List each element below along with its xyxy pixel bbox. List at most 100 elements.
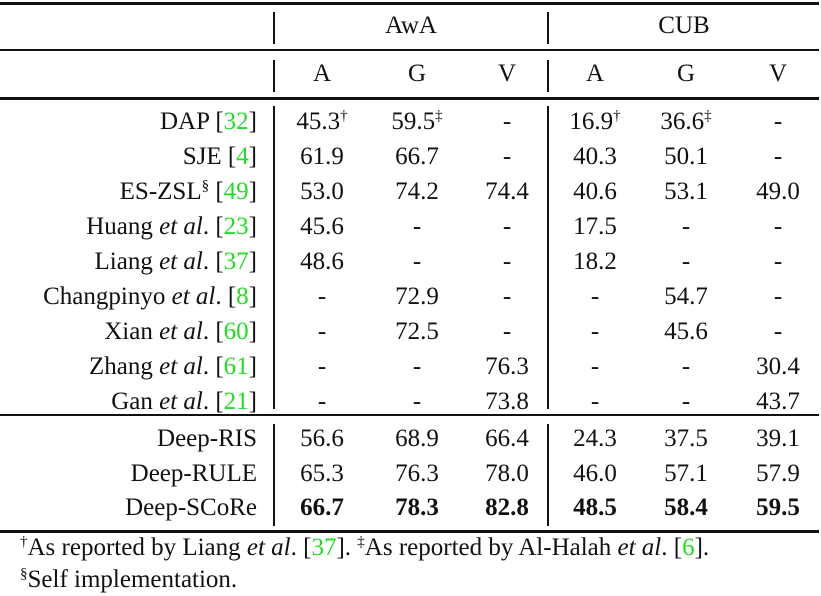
- footnote-text: As reported by Liang: [27, 534, 247, 561]
- value-cell: 48.6: [277, 248, 367, 276]
- value: -: [502, 318, 512, 345]
- citation-link[interactable]: 37: [311, 534, 337, 561]
- value-cell: 16.9†: [550, 108, 640, 136]
- footnote-text: ].: [336, 534, 358, 561]
- separator-dataset: [547, 60, 549, 92]
- section-mark: §: [20, 566, 28, 582]
- method-name: ES-ZSL§ [49]: [119, 178, 257, 205]
- value: 59.5: [391, 108, 436, 135]
- method-name: Changpinyo et al. [8]: [43, 283, 257, 310]
- footnote-text: As reported by Al-Halah: [364, 534, 618, 561]
- value-cell: 73.8: [462, 388, 552, 416]
- value-cell: 49.0: [733, 178, 821, 206]
- citation-link[interactable]: 4: [236, 143, 249, 170]
- value: 48.6: [300, 248, 344, 275]
- top-rule: [0, 2, 819, 5]
- value-cell: 65.3: [277, 460, 367, 488]
- value-cell: -: [550, 318, 640, 346]
- value-cell: -: [462, 213, 552, 241]
- value-cell: -: [277, 388, 367, 416]
- citation-link[interactable]: 32: [223, 108, 249, 135]
- citation-link[interactable]: 37: [223, 248, 249, 275]
- footnote-mark: †: [340, 108, 348, 124]
- method-name: Zhang et al. [61]: [88, 353, 257, 380]
- value: -: [317, 318, 327, 345]
- value-cell: -: [641, 213, 731, 241]
- method-name: DAP [32]: [160, 108, 257, 135]
- mid-rule: [0, 414, 819, 416]
- value: 45.3: [296, 108, 341, 135]
- method-label: SJE: [182, 143, 222, 170]
- method-name: Xian et al. [60]: [104, 318, 257, 345]
- value-cell: 53.1: [641, 178, 731, 206]
- value-cell: 82.8: [462, 494, 552, 522]
- citation-link[interactable]: 21: [223, 388, 249, 415]
- group-header-awa: AwA: [385, 12, 437, 39]
- value-cell: 76.3: [372, 460, 462, 488]
- value-cell: 45.6: [277, 213, 367, 241]
- value-cell: -: [462, 248, 552, 276]
- separator-method: [273, 12, 275, 44]
- value: 57.9: [756, 460, 800, 487]
- value-cell: -: [733, 143, 821, 171]
- value-cell: -: [462, 318, 552, 346]
- value-cell: -: [641, 388, 731, 416]
- value-cell: -: [641, 353, 731, 381]
- value-cell: -: [372, 388, 462, 416]
- value: 78.3: [395, 494, 439, 521]
- value-cell: 40.3: [550, 143, 640, 171]
- value: -: [502, 143, 512, 170]
- value-cell: 78.3: [372, 494, 462, 522]
- footnote-mark: †: [613, 108, 621, 124]
- value: 72.5: [395, 318, 439, 345]
- method-name: Gan et al. [21]: [111, 388, 257, 415]
- value: -: [412, 213, 422, 240]
- value-cell: -: [462, 108, 552, 136]
- value: -: [681, 353, 691, 380]
- footnote-text: . [: [661, 534, 683, 561]
- value: 72.9: [395, 283, 439, 310]
- double-dagger-mark: ‡: [357, 534, 365, 550]
- value-cell: 78.0: [462, 460, 552, 488]
- value-cell: 59.5‡: [372, 108, 462, 136]
- method-label: Xian: [104, 318, 153, 345]
- value: 58.4: [664, 494, 708, 521]
- value: -: [412, 248, 422, 275]
- value-cell: -: [733, 318, 821, 346]
- value-cell: 58.4: [641, 494, 731, 522]
- citation-link[interactable]: 60: [223, 318, 249, 345]
- value-cell: -: [550, 283, 640, 311]
- sub-header: A: [585, 60, 605, 87]
- etal-text: et al: [171, 283, 216, 310]
- citation-link[interactable]: 49: [223, 178, 249, 205]
- value-cell: 43.7: [733, 388, 821, 416]
- method-name: Deep-SCoRe: [125, 494, 257, 522]
- value-cell: -: [372, 353, 462, 381]
- value: -: [773, 213, 783, 240]
- value-cell: 48.5: [550, 494, 640, 522]
- value-cell: 36.6‡: [641, 108, 731, 136]
- citation-link[interactable]: 8: [236, 283, 249, 310]
- value-cell: 17.5: [550, 213, 640, 241]
- value: 18.2: [573, 248, 617, 275]
- citation-link[interactable]: 6: [682, 534, 695, 561]
- value: 68.9: [395, 425, 439, 452]
- section-mark: §: [201, 178, 210, 194]
- citation-link[interactable]: 23: [223, 213, 249, 240]
- value: -: [317, 283, 327, 310]
- etal-text: et al: [159, 353, 203, 380]
- sub-header: A: [312, 60, 332, 87]
- citation-link[interactable]: 61: [223, 353, 249, 380]
- method-name: Deep-RULE: [131, 460, 257, 488]
- value: 66.4: [485, 425, 529, 452]
- value: 16.9: [569, 108, 614, 135]
- value-cell: -: [733, 248, 821, 276]
- value-cell: -: [372, 248, 462, 276]
- footnote-etal: et al: [617, 534, 662, 561]
- value: -: [773, 318, 783, 345]
- value-cell: 46.0: [550, 460, 640, 488]
- etal-text: et al: [159, 248, 203, 275]
- value: 37.5: [664, 425, 708, 452]
- value-cell: 18.2: [550, 248, 640, 276]
- value-cell: -: [462, 143, 552, 171]
